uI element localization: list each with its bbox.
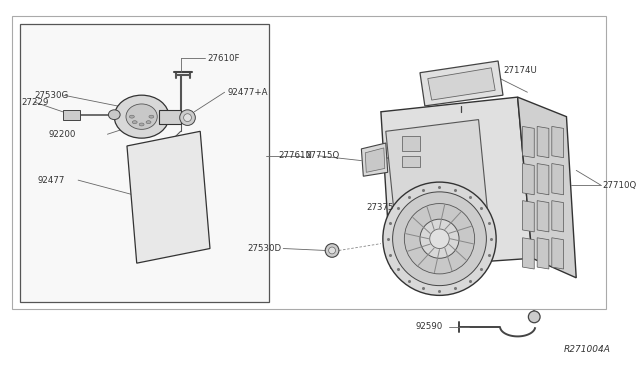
Bar: [12, 16, 605, 309]
Text: 27530G: 27530G: [34, 91, 68, 100]
Bar: [159, 110, 180, 125]
Text: 92200: 92200: [49, 130, 76, 139]
Bar: [20, 24, 269, 302]
Polygon shape: [386, 119, 488, 227]
Polygon shape: [518, 97, 576, 278]
Polygon shape: [381, 97, 532, 268]
Text: 92477+A: 92477+A: [228, 88, 268, 97]
Ellipse shape: [329, 247, 335, 254]
Polygon shape: [365, 148, 385, 172]
Polygon shape: [552, 126, 564, 158]
Polygon shape: [537, 126, 549, 158]
Ellipse shape: [184, 114, 191, 122]
Ellipse shape: [139, 123, 144, 126]
Polygon shape: [552, 238, 564, 269]
Polygon shape: [362, 143, 388, 176]
Text: 92590: 92590: [415, 322, 442, 331]
Polygon shape: [522, 126, 534, 158]
Ellipse shape: [115, 95, 169, 138]
Ellipse shape: [420, 219, 459, 258]
Bar: [403, 156, 420, 167]
Polygon shape: [537, 164, 549, 195]
Polygon shape: [522, 164, 534, 195]
Ellipse shape: [325, 244, 339, 257]
Text: 27715Q: 27715Q: [306, 151, 340, 160]
Text: 27375: 27375: [366, 203, 394, 212]
Ellipse shape: [404, 203, 475, 274]
Text: 92477: 92477: [37, 176, 65, 185]
Ellipse shape: [129, 115, 134, 118]
Polygon shape: [552, 164, 564, 195]
Ellipse shape: [180, 110, 195, 125]
Ellipse shape: [429, 229, 449, 248]
Text: 27530D: 27530D: [247, 244, 281, 253]
Ellipse shape: [126, 104, 157, 129]
Text: 27610F: 27610F: [207, 54, 239, 62]
Polygon shape: [522, 201, 534, 232]
Ellipse shape: [392, 192, 486, 286]
Ellipse shape: [529, 311, 540, 323]
Ellipse shape: [149, 115, 154, 118]
Polygon shape: [428, 68, 495, 100]
Ellipse shape: [108, 110, 120, 119]
Text: 27174U: 27174U: [503, 66, 537, 75]
Text: R271004A: R271004A: [564, 345, 611, 354]
Polygon shape: [537, 238, 549, 269]
Bar: [403, 136, 420, 151]
Ellipse shape: [383, 182, 496, 295]
Polygon shape: [127, 131, 210, 263]
Bar: [63, 110, 80, 119]
Ellipse shape: [146, 121, 151, 124]
Polygon shape: [537, 201, 549, 232]
Ellipse shape: [132, 121, 137, 124]
Polygon shape: [552, 201, 564, 232]
Polygon shape: [522, 238, 534, 269]
Text: 27761N: 27761N: [278, 151, 312, 160]
Text: 27710Q: 27710Q: [603, 180, 637, 189]
Polygon shape: [420, 61, 503, 106]
Text: 27229: 27229: [22, 97, 49, 106]
